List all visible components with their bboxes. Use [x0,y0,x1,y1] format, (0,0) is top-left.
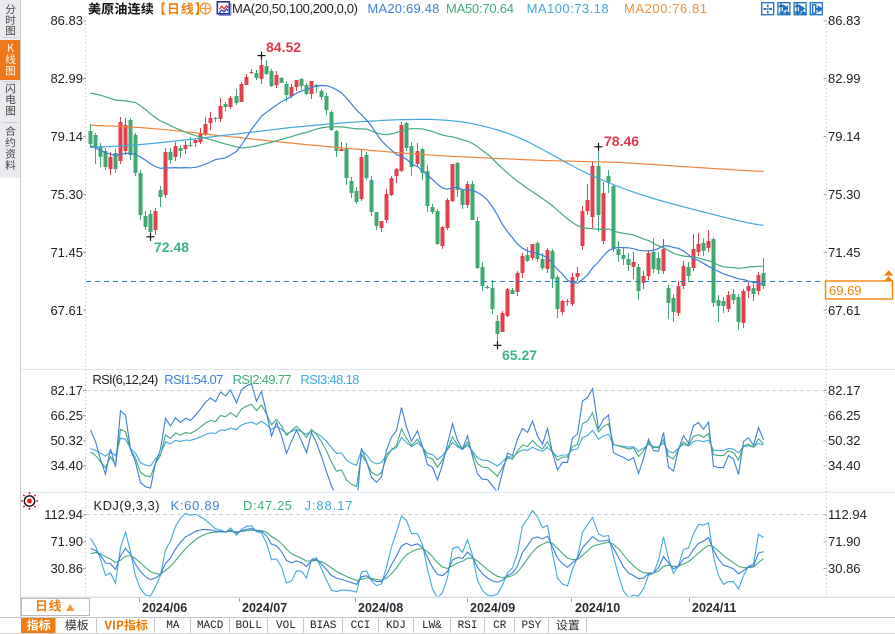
svg-text:RSI3:48.18: RSI3:48.18 [300,372,359,387]
svg-text:MA200:76.81: MA200:76.81 [624,1,707,16]
svg-text:69.69: 69.69 [829,283,862,298]
svg-text:K:60.89: K:60.89 [171,498,220,513]
svg-text:KDJ(9,3,3): KDJ(9,3,3) [94,498,160,513]
svg-text:MA50:70.64: MA50:70.64 [446,1,514,16]
svg-text:72.48: 72.48 [154,239,189,255]
svg-text:65.27: 65.27 [502,347,537,363]
svg-text:RSI1:54.07: RSI1:54.07 [164,372,223,387]
svg-text:MA100:73.18: MA100:73.18 [527,1,609,16]
svg-text:RSI2:49.77: RSI2:49.77 [233,372,292,387]
svg-text:D:47.25: D:47.25 [243,498,292,513]
svg-text:MA20:69.48: MA20:69.48 [367,1,439,16]
svg-text:84.52: 84.52 [266,39,301,55]
svg-text:MA(20,50,100,200,0,0): MA(20,50,100,200,0,0) [232,1,358,16]
svg-text:J:88.17: J:88.17 [305,498,353,513]
svg-text:RSI(6,12,24): RSI(6,12,24) [92,372,158,387]
svg-text:78.46: 78.46 [604,133,639,149]
